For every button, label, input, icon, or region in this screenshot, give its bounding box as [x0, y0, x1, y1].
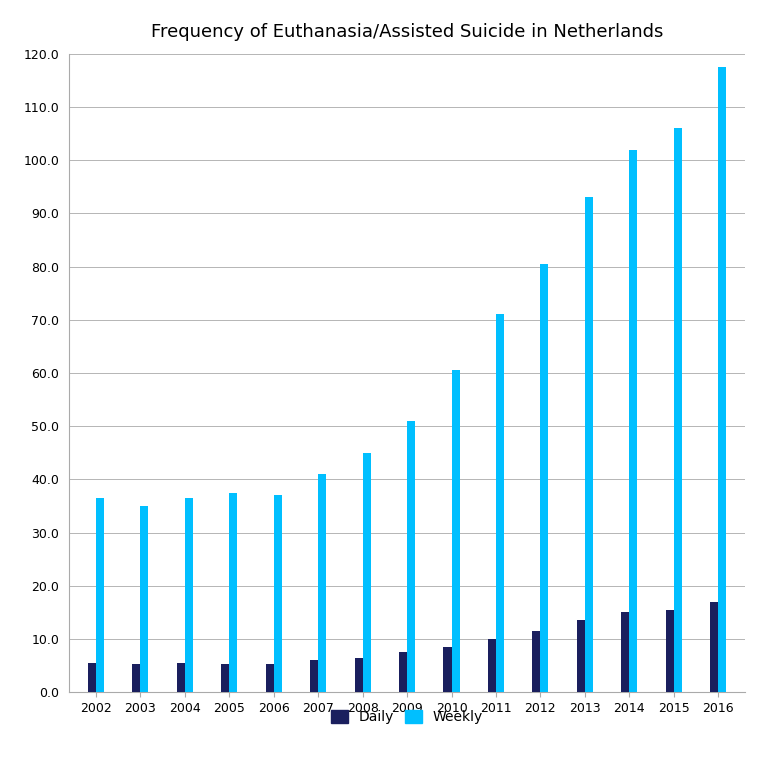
Bar — [629, 149, 637, 692]
Bar — [488, 639, 496, 692]
Bar — [132, 664, 141, 692]
Bar — [710, 601, 718, 692]
Bar — [229, 493, 237, 692]
Bar — [355, 657, 362, 692]
Bar — [96, 498, 104, 692]
Bar — [541, 264, 548, 692]
Title: Frequency of Euthanasia/Assisted Suicide in Netherlands: Frequency of Euthanasia/Assisted Suicide… — [151, 23, 664, 42]
Bar — [318, 474, 326, 692]
Bar — [718, 67, 727, 692]
Bar — [621, 612, 629, 692]
Legend: Daily, Weekly: Daily, Weekly — [326, 704, 488, 730]
Bar — [177, 663, 185, 692]
Bar — [399, 652, 407, 692]
Bar — [362, 453, 371, 692]
Bar — [221, 664, 229, 692]
Bar — [532, 631, 541, 692]
Bar — [585, 198, 593, 692]
Bar — [310, 660, 318, 692]
Bar — [452, 371, 459, 692]
Bar — [273, 495, 282, 692]
Bar — [141, 506, 148, 692]
Bar — [674, 128, 682, 692]
Bar — [266, 664, 273, 692]
Bar — [666, 610, 674, 692]
Bar — [496, 315, 504, 692]
Bar — [88, 663, 96, 692]
Bar — [443, 647, 452, 692]
Bar — [407, 421, 415, 692]
Bar — [577, 621, 585, 692]
Bar — [185, 498, 193, 692]
